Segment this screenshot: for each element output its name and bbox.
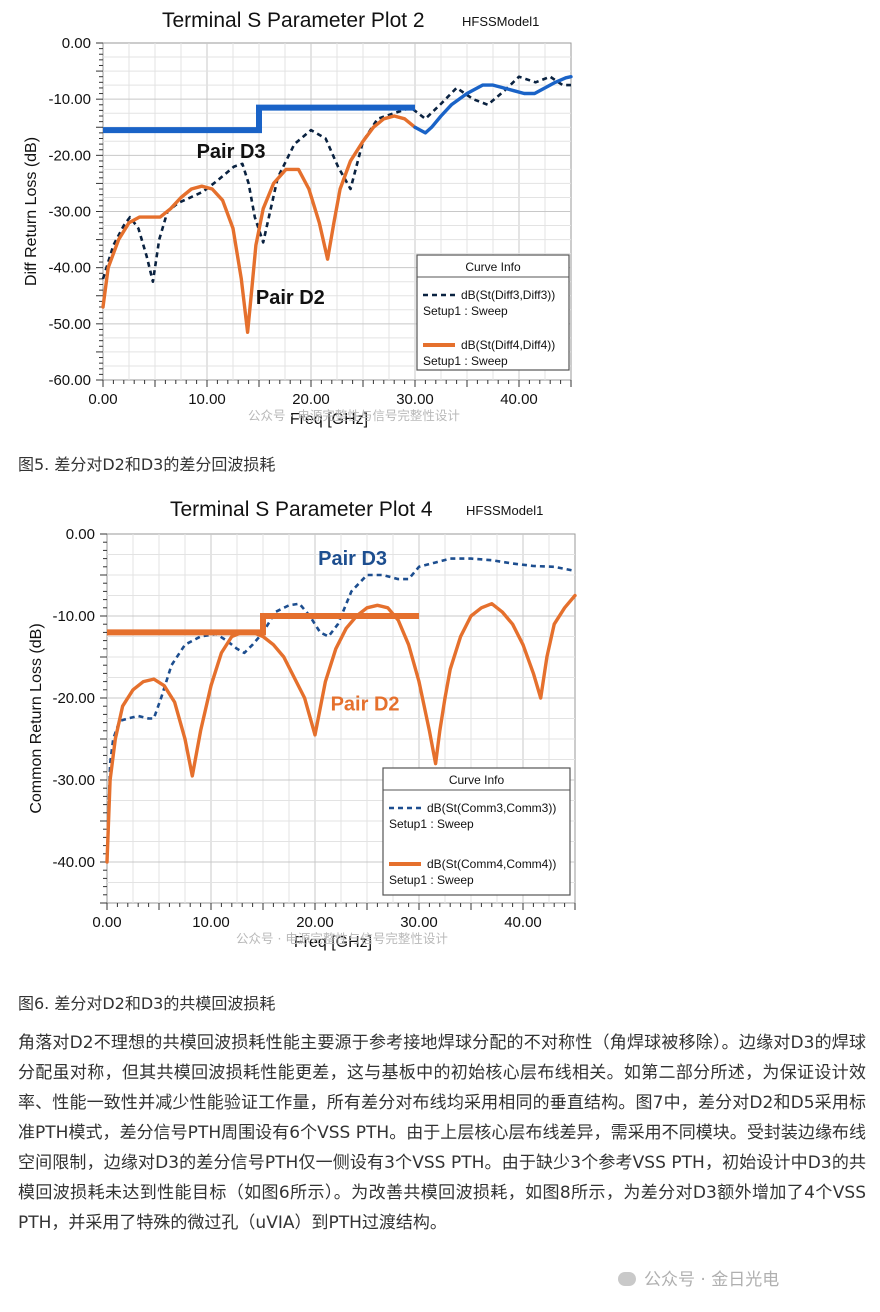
x-tick-label: 10.00 [188,391,226,408]
chart-title: Terminal S Parameter Plot 4 [170,498,433,521]
body-paragraph: 角落对D2不理想的共模回波损耗性能主要源于参考接地焊球分配的不对称性（角焊球被移… [18,1033,866,1233]
common-return-loss-chart: Terminal S Parameter Plot 4 HFSSModel1 0.0… [28,498,577,951]
y-tick-label: -10.00 [48,91,91,108]
series-annotation: Pair D2 [331,693,400,715]
corner-watermark: 公众号 · 金日光电 [618,1265,779,1290]
series-line [105,593,577,864]
x-axis-label: Freq [GHz] [290,411,368,428]
series-line [101,114,417,334]
y-tick-label: -50.00 [48,316,91,333]
series-line [101,75,571,283]
legend-box [382,767,571,896]
figure-6-plot: Terminal S Parameter Plot 4 HFSSModel1 0.0… [0,490,880,970]
y-axis-label: Common Return Loss (dB) [28,623,45,813]
x-axis-label: Freq [GHz] [294,934,372,951]
x-tick-label: 0.00 [88,391,117,408]
corner-watermark-text: 公众号 · 金日光电 [644,1270,780,1290]
y-tick-label: -40.00 [52,854,95,871]
series-line [107,613,419,636]
x-tick-label: 40.00 [504,914,542,931]
y-tick-label: 0.00 [62,35,91,52]
x-tick-label: 20.00 [296,914,334,931]
y-tick-label: -10.00 [52,608,95,625]
chart-subtitle: HFSSModel1 [466,503,543,518]
figure-5-plot: Terminal S Parameter Plot 2 HFSSModel1 0.0… [0,0,880,440]
x-tick-label: 40.00 [500,391,538,408]
legend-box [416,254,570,371]
legend-entry-sub: Setup1 : Sweep [423,304,508,318]
x-tick-label: 30.00 [400,914,438,931]
legend-title: Curve Info [449,773,505,787]
series-annotation: Pair D2 [256,287,325,309]
series-line [103,104,415,134]
legend-entry-sub: Setup1 : Sweep [423,354,508,368]
watermark: 公众号 · 电源完整性与信号完整性设计 [236,931,448,946]
series-annotation: Pair D3 [197,141,266,163]
x-tick-label: 30.00 [396,391,434,408]
legend-entry-sub: Setup1 : Sweep [389,817,474,831]
x-tick-label: 10.00 [192,914,230,931]
legend-entry-label: dB(St(Comm4,Comm4)) [427,857,556,871]
y-tick-label: -40.00 [48,260,91,277]
watermark: 公众号 · 电源完整性与信号完整性设计 [248,408,460,423]
figure-5-caption: 图5. 差分对D2和D3的差分回波损耗 [18,455,276,474]
x-tick-label: 0.00 [92,914,121,931]
figure-6-caption: 图6. 差分对D2和D3的共模回波损耗 [18,994,276,1013]
legend-entry-label: dB(St(Diff3,Diff3)) [461,288,555,302]
legend-entry-label: dB(St(Diff4,Diff4)) [461,338,555,352]
wechat-icon [618,1272,636,1286]
series-line [105,557,576,863]
legend-title: Curve Info [465,260,521,274]
series-annotation: Pair D3 [318,548,387,570]
x-tick-label: 20.00 [292,391,330,408]
legend-entry-sub: Setup1 : Sweep [389,873,474,887]
series-line [413,75,573,135]
y-tick-label: -60.00 [48,372,91,389]
y-axis-label: Diff Return Loss (dB) [23,137,40,286]
y-tick-label: 0.00 [66,526,95,543]
y-tick-label: -30.00 [48,204,91,221]
y-tick-label: -20.00 [48,147,91,164]
legend-entry-label: dB(St(Comm3,Comm3)) [427,801,556,815]
chart-title: Terminal S Parameter Plot 2 [162,9,425,32]
diff-return-loss-chart: Terminal S Parameter Plot 2 HFSSModel1 0.0… [23,9,573,428]
y-tick-label: -30.00 [52,772,95,789]
chart-subtitle: HFSSModel1 [462,14,539,29]
y-tick-label: -20.00 [52,690,95,707]
